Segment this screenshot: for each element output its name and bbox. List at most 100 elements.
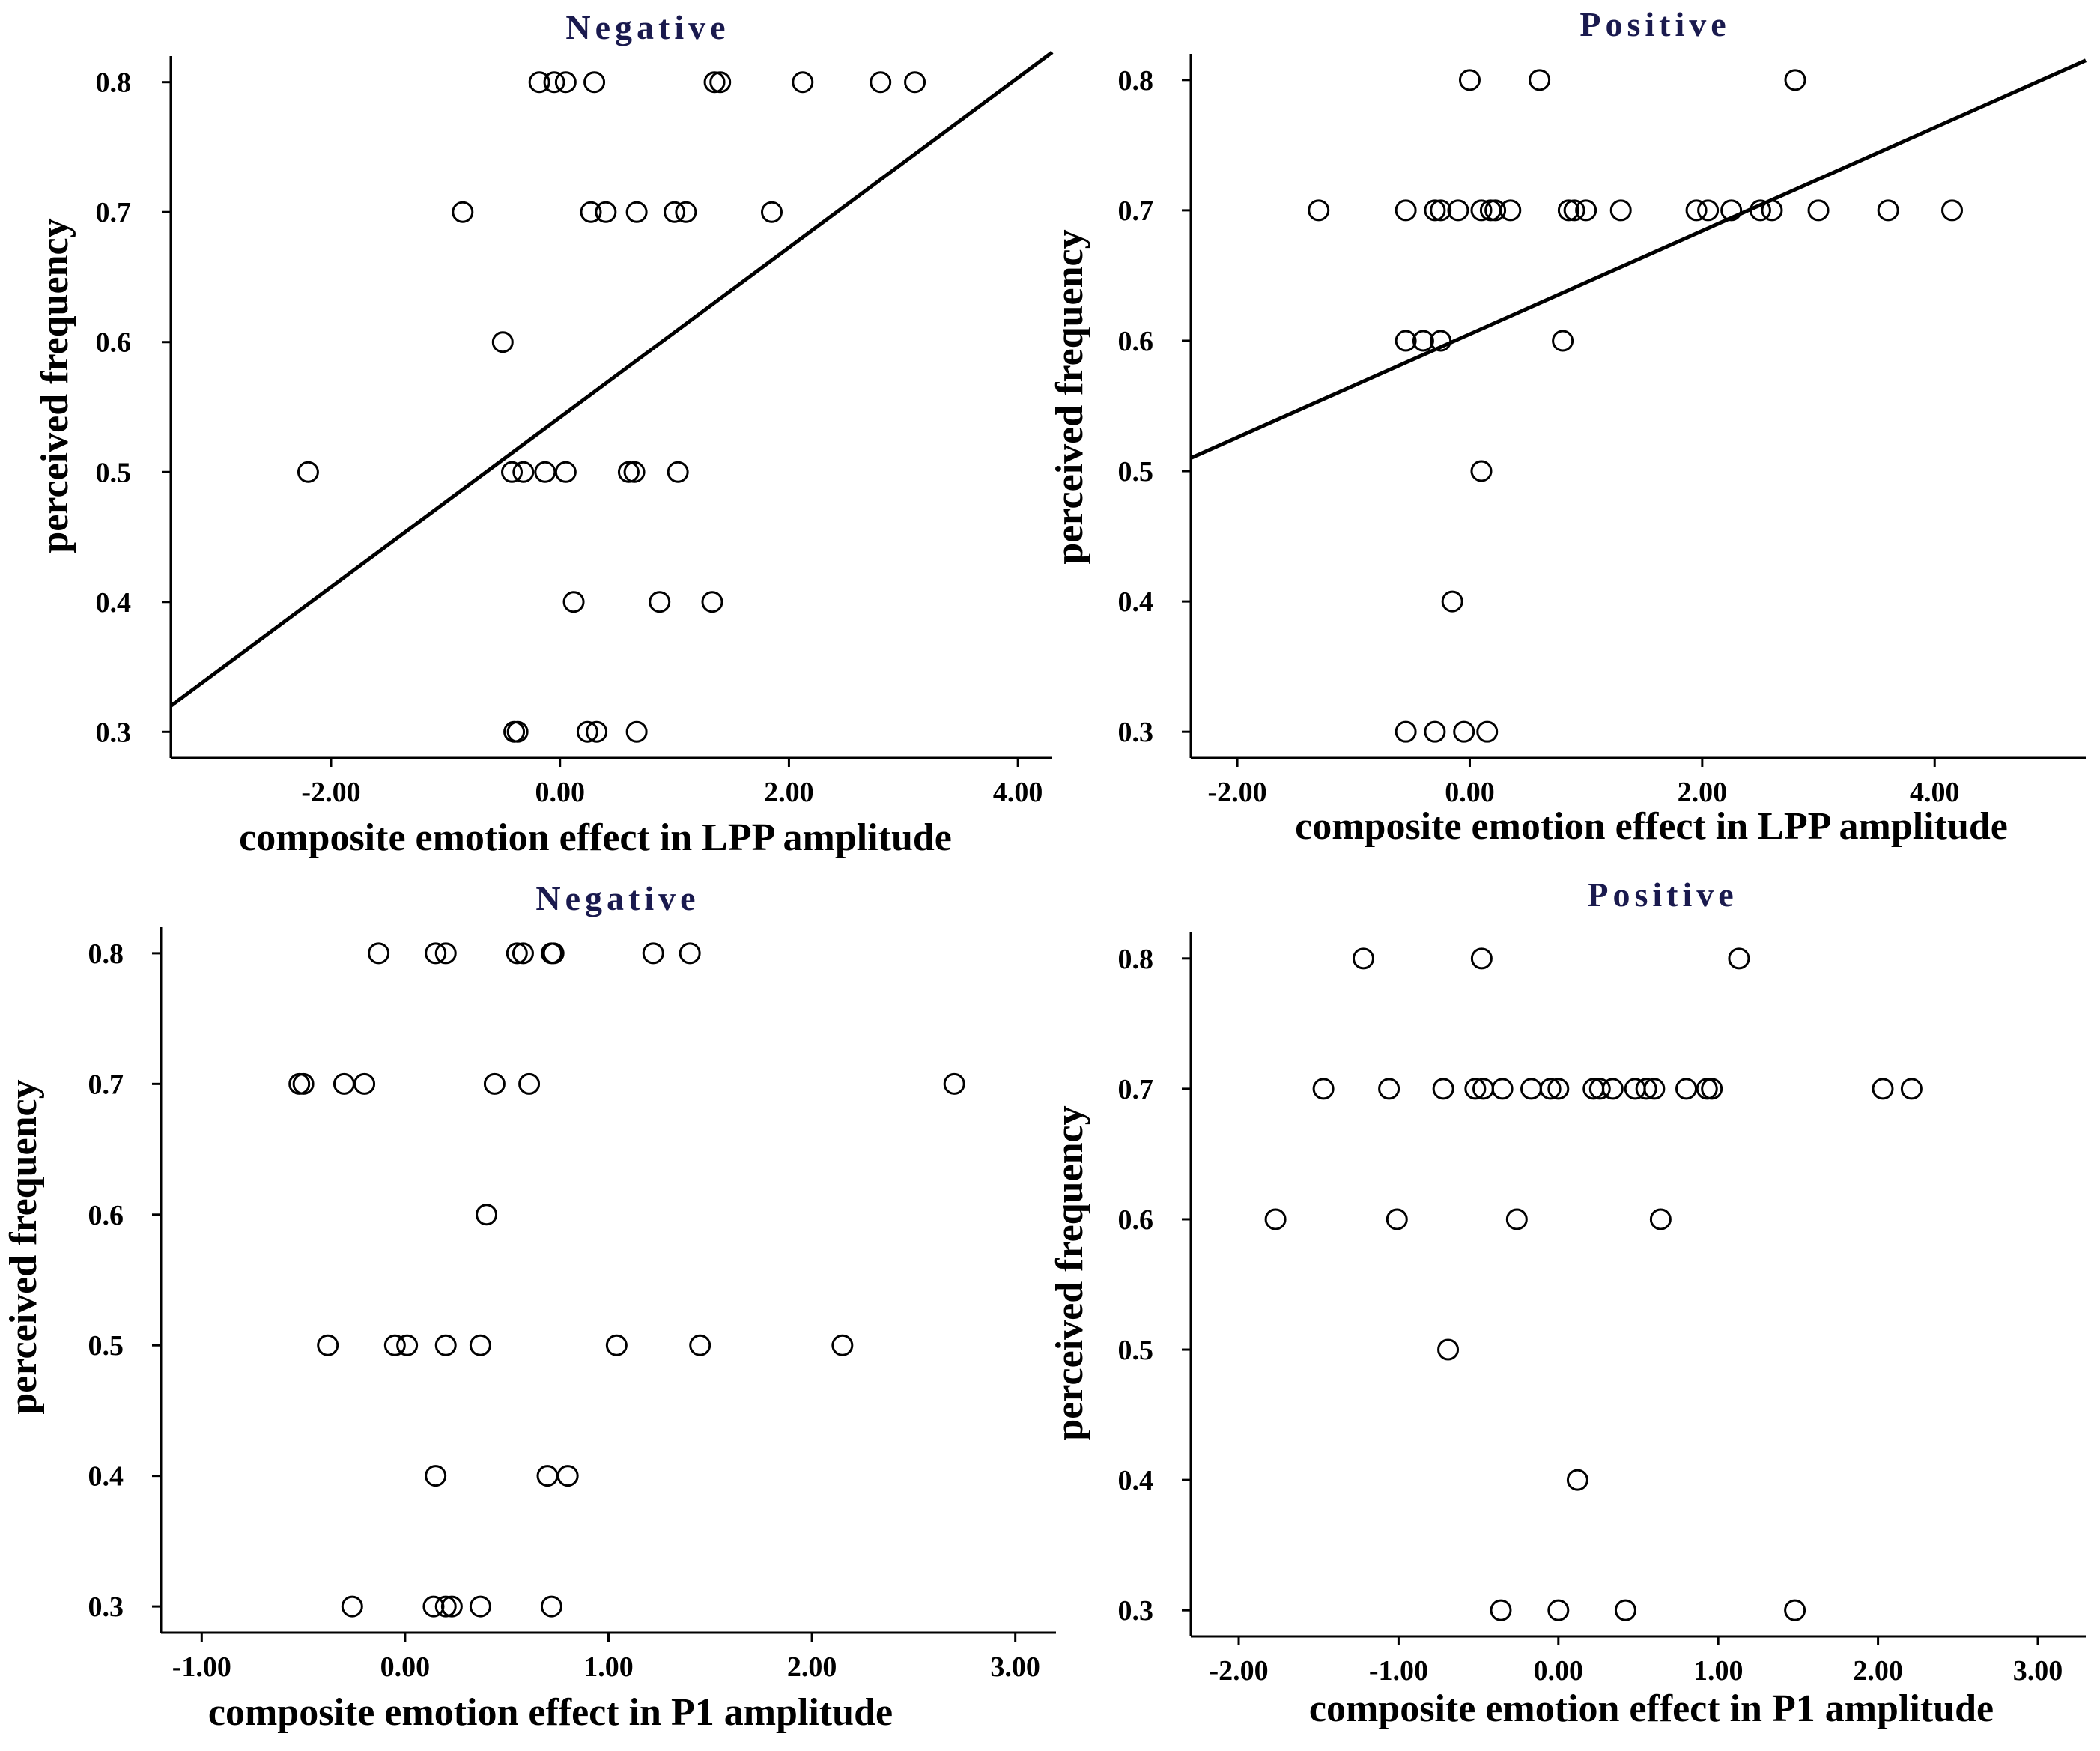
panel-4-point bbox=[1539, 1078, 1562, 1100]
panel-2-x-label: composite emotion effect in LPP amplitud… bbox=[1295, 805, 2008, 848]
panel-1-point bbox=[667, 461, 689, 483]
panel-1-y-tick-label-1: 0.4 bbox=[96, 587, 132, 619]
panel-1-point bbox=[904, 71, 926, 94]
panel-4-point bbox=[1378, 1078, 1400, 1100]
panel-2: Positive composite emotion effect in LPP… bbox=[1049, 5, 2087, 848]
panel-2-y-label: perceived frequency bbox=[1049, 229, 1091, 564]
panel-2-point bbox=[1453, 720, 1475, 743]
panel-1-x-tick-label-2: 2.00 bbox=[764, 777, 814, 808]
panel-3-x-tick-label-1: 0.00 bbox=[380, 1651, 431, 1683]
panel-1-point bbox=[583, 71, 606, 94]
panel-1-y-label: perceived frequency bbox=[34, 218, 76, 553]
panel-2-point bbox=[1563, 199, 1585, 222]
panel-3-x-tick-label-3: 2.00 bbox=[787, 1651, 837, 1683]
panel-4-point bbox=[1728, 947, 1750, 970]
panel-3-point bbox=[556, 1465, 579, 1487]
panel-3-y-tick-label-0: 0.3 bbox=[88, 1591, 124, 1623]
panel-2-point bbox=[1941, 199, 1964, 222]
panel-3-x-label: composite emotion effect in P1 amplitude bbox=[208, 1691, 893, 1734]
panel-4-point bbox=[1635, 1078, 1657, 1100]
panel-3-point bbox=[396, 1334, 419, 1356]
panel-4-point bbox=[1872, 1078, 1894, 1100]
panel-2-point bbox=[1308, 199, 1330, 222]
panel-3-point bbox=[679, 942, 701, 965]
panel-4-y-tick-label-5: 0.8 bbox=[1118, 944, 1154, 975]
panel-1-point bbox=[617, 461, 640, 483]
panel-3-y-tick-label-4: 0.7 bbox=[88, 1069, 124, 1100]
panel-4-x-tick-label-5: 3.00 bbox=[2013, 1655, 2063, 1687]
panel-3-point bbox=[425, 1465, 447, 1487]
panel-3-point bbox=[434, 942, 457, 965]
panel-3-point bbox=[434, 1334, 457, 1356]
panel-2-point bbox=[1529, 69, 1551, 91]
panel-1-point bbox=[595, 201, 617, 223]
panel-4-point bbox=[1386, 1208, 1408, 1230]
panel-3-y-label: perceived frequency bbox=[2, 1079, 45, 1414]
panel-4-point bbox=[1490, 1599, 1512, 1621]
panel-2-y-tick-label-5: 0.8 bbox=[1118, 65, 1154, 97]
panel-3-point bbox=[368, 942, 390, 965]
panel-2-y-tick-label-1: 0.4 bbox=[1118, 586, 1154, 618]
panel-3-point bbox=[506, 942, 528, 965]
panel-2-point bbox=[1557, 199, 1579, 222]
panel-3-point bbox=[383, 1334, 406, 1356]
panel-4-point bbox=[1900, 1078, 1923, 1100]
panel-4-x-tick-label-3: 1.00 bbox=[1693, 1655, 1744, 1687]
panel-2-x-tick-label-1: 0.00 bbox=[1445, 777, 1495, 808]
panel-1-x-tick-label-0: -2.00 bbox=[301, 777, 360, 808]
panel-3-point bbox=[540, 1595, 562, 1618]
panel-2-point bbox=[1412, 330, 1434, 352]
panel-3-point bbox=[642, 942, 664, 965]
panel-1-point bbox=[528, 71, 550, 94]
panel-2-point bbox=[1685, 199, 1708, 222]
panel-4-point bbox=[1675, 1078, 1698, 1100]
panel-1-point bbox=[649, 591, 671, 613]
panel-3-marks: 0.3 0.4 0.5 0.6 0.7 0.8 -1.00 0.00 1.00 2.00 3.00 bbox=[88, 938, 1040, 1683]
panel-1-point bbox=[534, 461, 556, 483]
panel-4-x-tick-label-2: 0.00 bbox=[1534, 1655, 1584, 1687]
panel-4-point bbox=[1643, 1078, 1666, 1100]
panel-2-point bbox=[1430, 199, 1452, 222]
panel-4-point bbox=[1547, 1078, 1570, 1100]
panel-3-point bbox=[483, 1072, 506, 1095]
panel-4-y-tick-label-2: 0.5 bbox=[1118, 1335, 1154, 1366]
panel-1-point bbox=[554, 461, 577, 483]
panel-1-point bbox=[543, 71, 565, 94]
panel-4-y-label: perceived frequency bbox=[1049, 1105, 1091, 1440]
panel-1: Negative composite emotion effect in LPP… bbox=[34, 8, 1054, 859]
panel-2-point bbox=[1609, 199, 1632, 222]
panel-3-point bbox=[518, 1072, 541, 1095]
panel-4: Positive composite emotion effect in P1 … bbox=[1049, 875, 2086, 1730]
panel-4-point bbox=[1696, 1078, 1718, 1100]
panel-1-point bbox=[792, 71, 814, 94]
panel-4-point bbox=[1352, 947, 1374, 970]
panel-1-point bbox=[623, 461, 646, 483]
panel-3-y-tick-label-5: 0.8 bbox=[88, 938, 124, 970]
panel-3-x-tick-label-2: 1.00 bbox=[583, 1651, 634, 1683]
panel-2-point bbox=[1441, 590, 1463, 613]
panel-4-point bbox=[1588, 1078, 1611, 1100]
panel-4-y-tick-label-3: 0.6 bbox=[1118, 1204, 1154, 1236]
panel-2-point bbox=[1447, 199, 1469, 222]
panel-4-marks: 0.3 0.4 0.5 0.6 0.7 0.8 -2.00 -1.00 0.00 1.00 2.00… bbox=[1118, 944, 2063, 1687]
panel-2-point bbox=[1484, 199, 1507, 222]
panel-3-point bbox=[440, 1595, 463, 1618]
panel-2-point bbox=[1807, 199, 1830, 222]
panel-4-point bbox=[1264, 1208, 1287, 1230]
panel-1-point bbox=[675, 201, 697, 223]
panel-2-y-tick-label-3: 0.6 bbox=[1118, 326, 1154, 357]
panel-2-point bbox=[1749, 199, 1771, 222]
panel-3-point bbox=[353, 1072, 376, 1095]
panel-3-x-tick-label-0: -1.00 bbox=[172, 1651, 231, 1683]
panel-1-point bbox=[297, 461, 319, 483]
panel-1-y-tick-label-4: 0.7 bbox=[96, 197, 132, 228]
panel-1-point bbox=[761, 201, 783, 223]
panel-4-y-tick-label-4: 0.7 bbox=[1118, 1074, 1154, 1105]
panel-3-point bbox=[943, 1072, 965, 1095]
panel-3-point bbox=[317, 1334, 339, 1356]
panel-1-title: Negative bbox=[565, 8, 729, 46]
panel-4-point bbox=[1432, 1078, 1454, 1100]
panel-1-marks: 0.3 0.4 0.5 0.6 0.7 0.8 -2.00 0.00 2.00 4.00 bbox=[96, 50, 1054, 808]
panel-2-point bbox=[1575, 199, 1597, 222]
